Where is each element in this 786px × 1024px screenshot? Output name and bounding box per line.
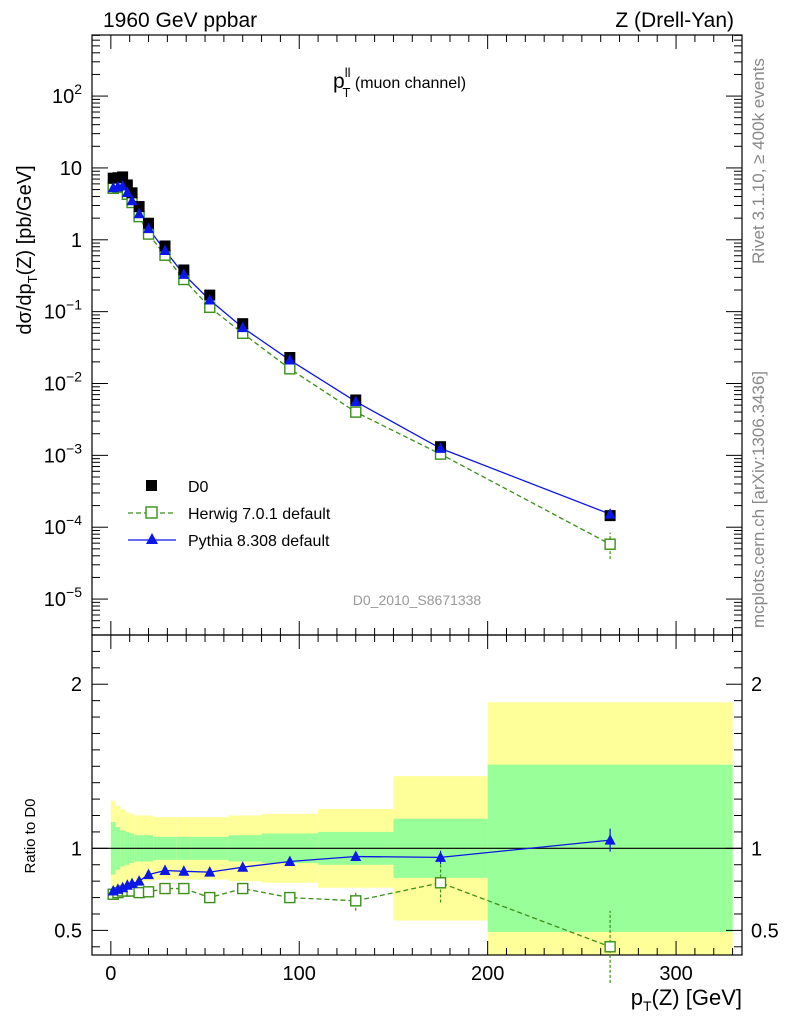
legend-label-herwig: Herwig 7.0.1 default xyxy=(188,506,331,523)
header-left: 1960 GeV ppbar xyxy=(103,9,257,32)
herwig-ratio-point xyxy=(604,941,616,953)
ratio-y-tick-label-right: 0.5 xyxy=(751,920,779,942)
ratio-y-tick-label-left: 2 xyxy=(71,674,82,696)
pythia-ratio-point xyxy=(143,868,155,880)
herwig-ratio-point xyxy=(178,882,190,895)
x-tick-label: 100 xyxy=(283,963,316,985)
plot-title: pll T (muon channel) xyxy=(333,65,466,100)
legend-label-pythia: Pythia 8.308 default xyxy=(188,533,330,550)
main-y-tick-label: 10−5 xyxy=(44,584,82,611)
herwig-ratio-point xyxy=(434,877,447,889)
legend-label-d0: D0 xyxy=(188,479,209,496)
herwig-ratio-point xyxy=(142,886,155,898)
axis-ticks xyxy=(91,34,742,955)
rivet-label: Rivet 3.1.10, ≥ 400k events xyxy=(749,58,768,264)
pythia-ratio-point xyxy=(204,866,216,877)
pythia-ratio-point xyxy=(435,851,447,862)
herwig-main-point xyxy=(284,363,296,375)
ratio-y-tick-label-left: 1 xyxy=(71,838,82,860)
pythia-ratio-point xyxy=(133,875,145,886)
pythia-ratio-point xyxy=(159,864,171,875)
main-y-tick-label: 10−2 xyxy=(44,369,82,396)
pythia-main-point xyxy=(178,268,190,279)
x-tick-label: 0 xyxy=(105,963,116,985)
ratio-y-tick-label-left: 0.5 xyxy=(54,920,82,942)
pythia-main-point xyxy=(284,354,296,365)
main-y-tick-label: 10−3 xyxy=(44,440,82,467)
x-tick-label: 200 xyxy=(471,963,504,985)
pythia-main-point xyxy=(117,180,129,191)
pythia-main-point xyxy=(204,294,216,305)
pythia-main-point xyxy=(435,442,447,453)
pythia-ratio-point xyxy=(350,850,362,862)
ratio-plot-frame xyxy=(91,634,743,956)
pythia-ratio-point xyxy=(237,861,249,872)
x-axis-label: pT(Z) [GeV] xyxy=(631,985,742,1014)
herwig-ratio-point xyxy=(204,891,216,904)
legend-marker-pythia xyxy=(146,533,158,544)
pythia-main-point xyxy=(604,508,616,519)
legend: D0 Herwig 7.0.1 default Pythia 8.308 def… xyxy=(128,479,331,550)
ratio-y-tick-label-right: 2 xyxy=(751,674,762,696)
d0-main-point xyxy=(133,201,145,213)
herwig-ratio-point xyxy=(159,882,171,895)
data-marks xyxy=(92,171,742,983)
main-y-axis-label: dσ/dpT(Z) [pb/GeV] xyxy=(14,165,40,334)
legend-marker-herwig xyxy=(145,506,158,519)
x-tick-label: 300 xyxy=(659,963,692,985)
main-y-tick-label: 10−4 xyxy=(44,512,82,539)
uncertainty-bands xyxy=(110,702,733,955)
d0-main-point xyxy=(121,179,133,191)
d0-main-point xyxy=(117,171,129,183)
d0-main-point xyxy=(126,187,138,199)
pythia-main-point xyxy=(121,186,133,198)
herwig-ratio-point xyxy=(284,891,296,904)
tick-labels: 0 100 200 300 10−5 10−4 10−3 10−2 10−1 1 10 102 0.5 0… xyxy=(44,81,779,985)
main-y-tick-label: 1 xyxy=(71,230,82,252)
mcplots-label: mcplots.cern.ch [arXiv:1306.3436] xyxy=(749,371,768,628)
pythia-main-point xyxy=(237,321,249,333)
pythia-main-point xyxy=(143,222,155,234)
pythia-main-point xyxy=(350,395,362,407)
herwig-main-point xyxy=(350,406,362,418)
pythia-ratio-point xyxy=(178,865,190,876)
pythia-main-point xyxy=(159,244,171,255)
pythia-main-point xyxy=(126,194,138,206)
main-y-tick-label: 102 xyxy=(52,81,82,108)
pythia-ratio-point xyxy=(604,834,616,845)
herwig-main-point xyxy=(604,538,616,550)
header-right: Z (Drell-Yan) xyxy=(615,9,734,32)
legend-marker-d0 xyxy=(146,480,157,491)
ratio-y-axis-label: Ratio to D0 xyxy=(22,798,39,873)
herwig-ratio-point xyxy=(133,886,145,899)
main-y-tick-label: 10 xyxy=(60,158,82,180)
herwig-ratio-point xyxy=(237,882,249,895)
ratio-y-tick-label-right: 1 xyxy=(751,838,762,860)
analysis-id: D0_2010_S8671338 xyxy=(353,592,482,608)
pythia-ratio-point xyxy=(284,855,296,866)
herwig-ratio-point xyxy=(350,895,362,907)
pythia-main-line xyxy=(113,185,611,515)
pythia-main-point xyxy=(133,207,145,219)
main-y-tick-label: 10−1 xyxy=(44,297,82,324)
